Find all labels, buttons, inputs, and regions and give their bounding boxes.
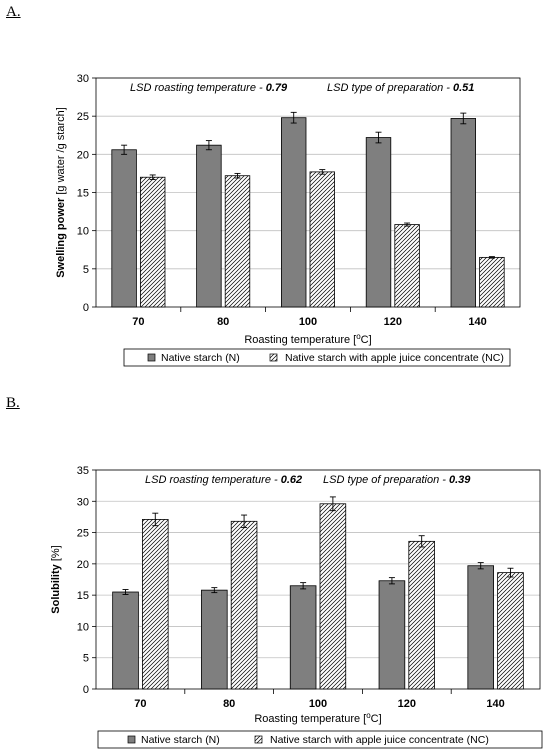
bar-native <box>378 580 406 690</box>
bar-native <box>196 144 222 308</box>
bar-nc <box>230 520 258 690</box>
y-tick-label: 10 <box>77 226 89 238</box>
legend-swatch-nc <box>269 353 278 362</box>
bar-nc <box>141 519 169 690</box>
bar-nc <box>319 503 347 690</box>
bar-native <box>365 137 392 308</box>
x-tick-label: 140 <box>486 698 504 710</box>
bar-nc <box>309 171 335 308</box>
legend-swatch-native <box>127 735 136 744</box>
bar-nc <box>408 540 435 690</box>
x-tick-label: 140 <box>468 316 486 328</box>
chart-a: 0 5 10 15 20 25 30 70 80 100 120 140 LSD roasting te… <box>55 73 521 367</box>
chart-b: 0 5 10 15 20 25 30 35 70 80 100 120 140 LSD roasting … <box>50 465 543 749</box>
bar-nc <box>394 224 420 308</box>
y-tick-label: 20 <box>77 559 89 571</box>
lsd-annotation: LSD type of preparation - 0.51 <box>327 82 474 94</box>
plot-area <box>95 77 521 308</box>
bar-native <box>281 117 307 308</box>
y-axis-title: Solubility [%] <box>50 545 62 613</box>
x-tick-label: 80 <box>217 316 229 328</box>
plot-area <box>95 469 541 690</box>
y-tick-label: 0 <box>83 684 89 696</box>
y-tick-label: 25 <box>77 528 89 540</box>
bar-native <box>112 591 139 690</box>
x-tick-label: 100 <box>299 316 317 328</box>
bar-nc <box>224 175 251 308</box>
bar-native <box>467 565 494 690</box>
legend-label-native: Native starch (N) <box>161 352 240 364</box>
y-tick-label: 5 <box>83 264 89 276</box>
y-tick-label: 15 <box>77 188 89 200</box>
x-tick-label: 70 <box>134 698 146 710</box>
y-tick-label: 25 <box>77 111 89 123</box>
y-tick-label: 30 <box>77 73 89 85</box>
y-tick-label: 5 <box>83 653 89 665</box>
bar-nc <box>497 572 524 690</box>
lsd-annotation: LSD type of preparation - 0.39 <box>323 474 471 486</box>
x-axis-title: Roasting temperature [oC] <box>244 332 371 346</box>
legend-label-nc: Native starch with apple juice concentra… <box>270 734 489 746</box>
x-tick-label: 100 <box>309 698 327 710</box>
panel-a-label: A. <box>6 4 21 20</box>
legend-label-native: Native starch (N) <box>141 734 220 746</box>
bar-native <box>289 585 317 690</box>
panel-b-label: B. <box>6 395 20 411</box>
legend-label-nc: Native starch with apple juice concentra… <box>285 352 504 364</box>
legend-swatch-nc <box>254 735 263 744</box>
bar-native <box>201 589 228 690</box>
bar-nc <box>139 176 166 308</box>
y-axis-title: Swelling power [g water /g starch] <box>55 107 67 278</box>
x-tick-label: 70 <box>132 316 144 328</box>
x-tick-label: 80 <box>223 698 235 710</box>
bar-nc <box>479 256 505 308</box>
x-tick-label: 120 <box>398 698 416 710</box>
y-tick-label: 0 <box>83 302 89 314</box>
y-tick-label: 20 <box>77 149 89 161</box>
y-tick-label: 15 <box>77 590 89 602</box>
legend-box <box>97 730 543 749</box>
x-axis-title: Roasting temperature [oC] <box>254 711 381 725</box>
bar-native <box>450 118 476 308</box>
y-tick-label: 30 <box>77 496 89 508</box>
x-tick-label: 120 <box>384 316 402 328</box>
lsd-annotation: LSD roasting temperature - 0.62 <box>145 474 302 486</box>
lsd-annotation: LSD roasting temperature - 0.79 <box>130 82 288 94</box>
y-tick-label: 10 <box>77 621 89 633</box>
y-tick-label: 35 <box>77 465 89 477</box>
legend-swatch-native <box>147 353 156 362</box>
bar-native <box>111 149 137 308</box>
legend-box <box>123 348 511 367</box>
